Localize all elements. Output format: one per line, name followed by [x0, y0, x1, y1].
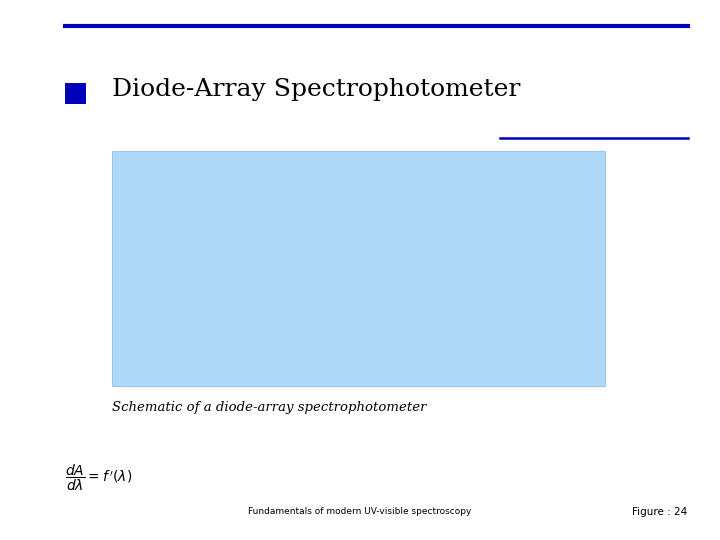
Text: Fundamentals of modern UV-visible spectroscopy: Fundamentals of modern UV-visible spectr…	[248, 508, 472, 516]
Bar	[112, 151, 605, 386]
Text: Figure : 24: Figure : 24	[632, 507, 688, 517]
Text: $\dfrac{dA}{d\lambda} = f\,^{\prime}(\lambda)$: $\dfrac{dA}{d\lambda} = f\,^{\prime}(\la…	[65, 463, 132, 493]
Text: Schematic of a diode-array spectrophotometer: Schematic of a diode-array spectrophotom…	[112, 401, 426, 414]
Bar	[65, 83, 86, 104]
Text: Diode-Array Spectrophotometer: Diode-Array Spectrophotometer	[112, 78, 520, 102]
